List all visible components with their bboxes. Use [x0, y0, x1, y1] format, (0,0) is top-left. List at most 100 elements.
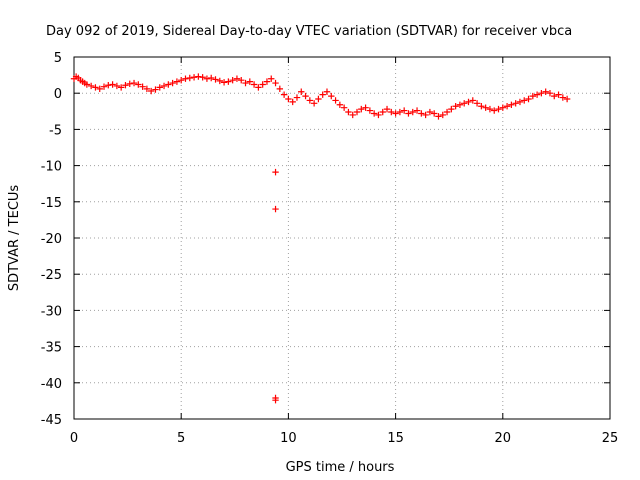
data-point	[246, 78, 254, 85]
data-point	[482, 104, 489, 111]
axis-ticks: 0 5 10 15 20 25 5 0 -5 -10 -15 -20 -25 -30 -35 -40 -45	[41, 51, 619, 446]
data-point	[199, 74, 206, 81]
data-point	[563, 95, 571, 103]
grid	[74, 57, 610, 419]
data-point	[178, 76, 185, 84]
data-point	[456, 101, 464, 108]
data-point	[83, 81, 91, 88]
data-point	[345, 108, 352, 116]
data-point	[448, 105, 455, 113]
data-point	[242, 79, 249, 87]
data-point	[430, 110, 438, 117]
data-point	[328, 92, 335, 100]
data-point	[491, 107, 498, 114]
data-point	[525, 95, 532, 103]
y-tick-label: -35	[41, 341, 62, 356]
y-tick-label: -10	[41, 160, 62, 175]
data-point	[92, 84, 99, 91]
data-point	[555, 91, 562, 98]
data-point	[495, 105, 502, 113]
data-point	[208, 74, 215, 82]
data-point	[542, 88, 549, 95]
data-point	[439, 111, 446, 119]
data-point	[426, 108, 434, 116]
data-point	[512, 100, 519, 107]
data-point	[452, 103, 459, 110]
y-tick-label: -5	[49, 123, 62, 138]
x-tick-label: 25	[602, 431, 619, 446]
data-point	[323, 88, 331, 95]
data-point	[216, 77, 223, 85]
data-point	[559, 94, 567, 101]
data-point	[250, 81, 258, 88]
data-point	[418, 110, 425, 117]
data-point	[173, 78, 181, 85]
y-tick-label: -30	[41, 304, 62, 319]
data-point	[508, 101, 515, 108]
data-point	[435, 113, 442, 120]
data-point	[413, 107, 421, 114]
data-point	[272, 168, 279, 176]
data-point	[353, 108, 361, 116]
data-point	[126, 80, 133, 87]
data-point	[310, 100, 318, 107]
y-tick-label: -20	[41, 232, 62, 247]
data-point	[117, 84, 125, 91]
data-point	[332, 97, 339, 104]
data-point	[156, 84, 163, 91]
data-point	[135, 81, 142, 88]
data-point	[461, 100, 468, 107]
data-point	[469, 97, 476, 104]
y-tick-label: -45	[41, 413, 62, 428]
data-point	[319, 91, 326, 98]
data-point	[122, 82, 129, 89]
data-point	[306, 97, 314, 104]
data-point	[409, 108, 416, 116]
data-point	[165, 81, 172, 88]
data-point	[370, 110, 378, 117]
data-point	[379, 108, 386, 116]
data-point	[366, 107, 374, 114]
data-point	[160, 82, 168, 90]
y-tick-label: 0	[54, 87, 62, 102]
data-point	[259, 81, 266, 88]
data-point	[280, 91, 288, 98]
data-point	[538, 90, 545, 97]
data-point	[130, 79, 138, 87]
data-point	[87, 82, 95, 90]
data-point	[340, 104, 348, 111]
data-point	[276, 85, 284, 93]
data-point	[152, 86, 159, 93]
data-point	[169, 79, 176, 87]
data-point	[336, 101, 344, 108]
data-point	[233, 75, 241, 82]
data-point	[533, 91, 541, 98]
data-point	[529, 92, 537, 100]
data-point	[503, 103, 511, 110]
x-tick-label: 20	[495, 431, 512, 446]
data-point	[302, 92, 309, 100]
data-point	[105, 82, 112, 89]
data-point	[147, 87, 155, 95]
data-point	[263, 78, 271, 85]
data-point	[139, 83, 146, 90]
y-tick-label: 5	[54, 51, 62, 66]
data-point	[289, 98, 296, 106]
data-point	[400, 107, 408, 114]
x-tick-label: 0	[70, 431, 78, 446]
data-point	[516, 98, 524, 106]
data-point	[220, 79, 228, 86]
data-point	[143, 85, 151, 93]
data-point	[443, 108, 451, 116]
data-point	[392, 110, 399, 117]
data-point	[272, 396, 279, 404]
data-point	[190, 74, 198, 81]
data-point	[255, 84, 262, 91]
y-tick-label: -25	[41, 268, 62, 283]
data-point	[478, 103, 485, 110]
data-point	[551, 92, 558, 100]
data-point	[229, 76, 236, 84]
data-points	[70, 73, 571, 404]
data-point	[315, 95, 322, 103]
